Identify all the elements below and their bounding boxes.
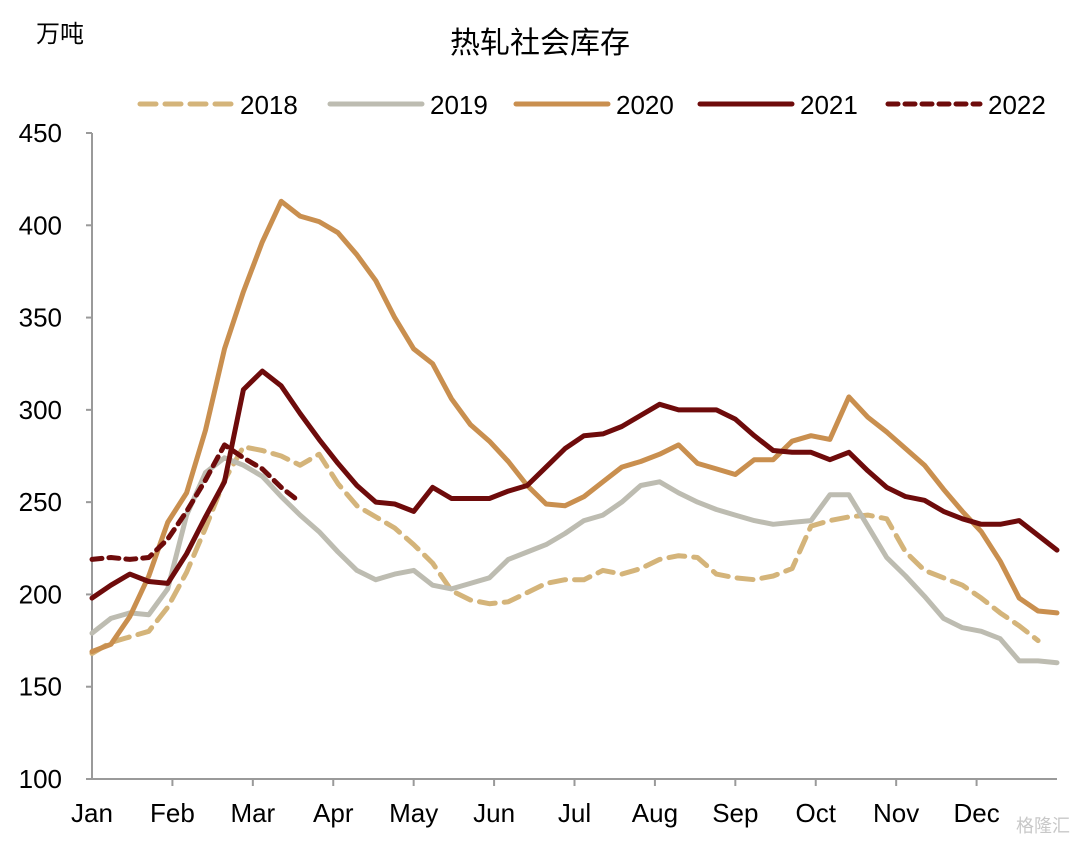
x-tick-label: Dec [953, 798, 999, 828]
y-tick-label: 450 [19, 118, 62, 148]
x-tick-label: Jun [473, 798, 515, 828]
y-tick-label: 200 [19, 579, 62, 609]
y-tick-label: 300 [19, 395, 62, 425]
x-tick-label: May [389, 798, 438, 828]
series-line-2021 [89, 368, 1060, 601]
series-line-2019 [89, 455, 1060, 666]
watermark-logo: 格隆汇 [1016, 816, 1070, 836]
y-axis-unit: 万吨 [36, 21, 84, 48]
y-tick-label: 400 [19, 210, 62, 240]
legend-label-2020: 2020 [616, 90, 674, 120]
x-tick-label: Sep [712, 798, 758, 828]
y-tick-label: 250 [19, 487, 62, 517]
x-tick-label: Apr [313, 798, 354, 828]
legend-label-2022: 2022 [988, 90, 1046, 120]
series-line-2018 [89, 444, 1041, 656]
x-tick-label: Nov [873, 798, 919, 828]
y-tick-label: 350 [19, 303, 62, 333]
legend-label-2021: 2021 [800, 90, 858, 120]
legend-label-2018: 2018 [240, 90, 298, 120]
x-tick-label: Mar [230, 798, 275, 828]
series-line-2022 [89, 442, 303, 562]
x-tick-label: Oct [796, 798, 837, 828]
x-tick-label: Jan [71, 798, 113, 828]
legend-label-2019: 2019 [430, 90, 488, 120]
series-line-2020 [89, 198, 1060, 655]
y-tick-label: 100 [19, 764, 62, 794]
chart-title: 热轧社会库存 [450, 27, 630, 60]
x-tick-label: Feb [150, 798, 195, 828]
y-tick-label: 150 [19, 672, 62, 702]
x-tick-label: Jul [558, 798, 591, 828]
x-tick-label: Aug [632, 798, 678, 828]
